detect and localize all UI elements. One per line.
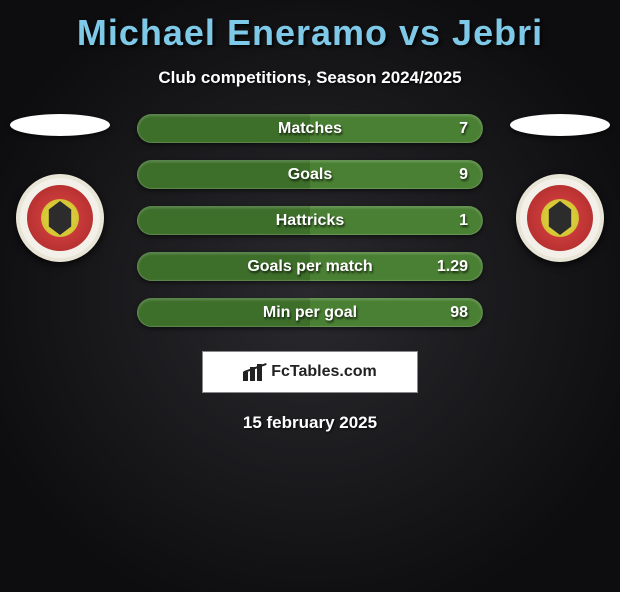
club-badge-icon: [516, 174, 604, 262]
brand-text: FcTables.com: [271, 363, 377, 381]
stat-row: Matches 7: [137, 114, 483, 143]
stat-value-right: 1: [459, 212, 468, 230]
flag-icon: [510, 114, 610, 136]
page-title: Michael Eneramo vs Jebri: [0, 12, 620, 54]
brand-badge: FcTables.com: [202, 351, 418, 393]
player-right-column: [500, 114, 620, 262]
stat-value-right: 98: [450, 304, 468, 322]
stat-value-right: 1.29: [437, 258, 468, 276]
stat-row: Min per goal 98: [137, 298, 483, 327]
stat-row: Hattricks 1: [137, 206, 483, 235]
club-badge-icon: [16, 174, 104, 262]
date-label: 15 february 2025: [0, 413, 620, 433]
stats-list: Matches 7 Goals 9 Hattricks 1 Goals per …: [137, 114, 483, 327]
chart-icon: [243, 364, 265, 381]
stat-value-right: 9: [459, 166, 468, 184]
player-left-column: [0, 114, 120, 262]
stat-label: Goals per match: [247, 258, 372, 276]
stat-row: Goals 9: [137, 160, 483, 189]
stat-label: Matches: [278, 120, 342, 138]
page-subtitle: Club competitions, Season 2024/2025: [0, 68, 620, 88]
stat-row: Goals per match 1.29: [137, 252, 483, 281]
comparison-content: Matches 7 Goals 9 Hattricks 1 Goals per …: [0, 114, 620, 433]
stat-label: Goals: [288, 166, 332, 184]
stat-label: Hattricks: [276, 212, 344, 230]
flag-icon: [10, 114, 110, 136]
stat-label: Min per goal: [263, 304, 357, 322]
stat-value-right: 7: [459, 120, 468, 138]
